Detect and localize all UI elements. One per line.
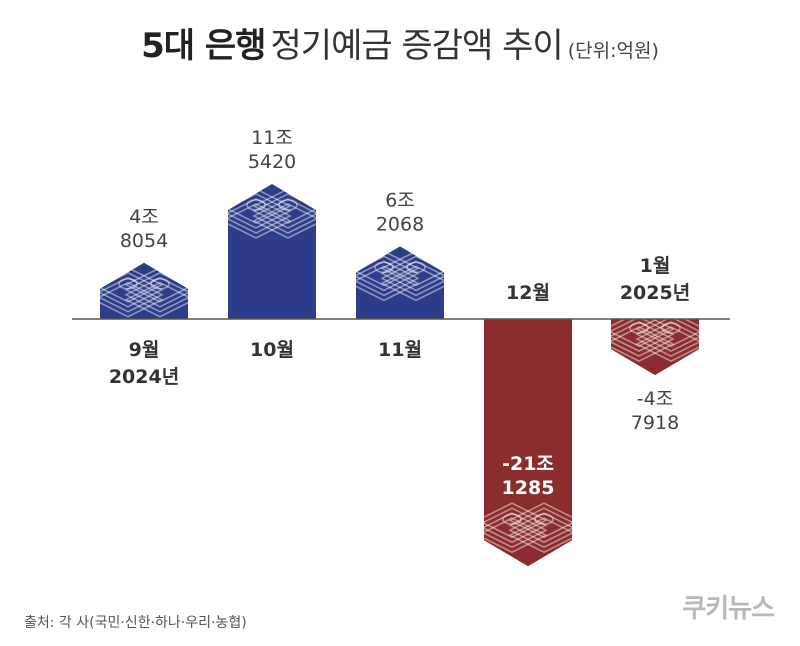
value-label-bottom: 8054 — [120, 230, 168, 252]
value-label-top: -4조 — [637, 388, 673, 410]
title-unit: (단위:억원) — [567, 40, 659, 62]
source-note: 출처: 각 사(국민·신한·하나·우리·농협) — [24, 615, 247, 631]
title-regular: 정기예금 증감액 추이 — [270, 26, 564, 66]
category-label: 10월 — [250, 339, 294, 361]
money-stack-icon — [92, 266, 196, 318]
bar-4 — [484, 319, 572, 567]
title-bold: 5대 은행 — [141, 26, 266, 66]
value-label-top: 4조 — [129, 206, 159, 228]
category-sublabel: 2025년 — [620, 282, 690, 304]
money-stack-icon — [220, 188, 324, 239]
category-sublabel: 2024년 — [109, 366, 179, 388]
money-stack-icon — [603, 311, 707, 362]
value-label-bottom: 7918 — [631, 412, 679, 434]
category-label: 11월 — [378, 339, 422, 361]
category-label: 12월 — [506, 282, 550, 304]
value-label-bottom: 5420 — [248, 151, 296, 173]
value-label-bottom: 1285 — [502, 477, 555, 499]
bar-1 — [100, 262, 188, 319]
category-label: 9월 — [129, 339, 160, 361]
value-label-top: 11조 — [251, 127, 293, 149]
bar-2 — [228, 183, 316, 319]
bar-3 — [356, 246, 444, 319]
money-stack-icon — [348, 250, 452, 302]
value-label-bottom: 2068 — [376, 213, 424, 235]
category-label: 1월 — [640, 255, 671, 277]
publisher-logo: 쿠키뉴스 — [682, 594, 775, 624]
chart-title: 5대 은행 정기예금 증감액 추이 (단위:억원) — [0, 18, 800, 67]
value-label-top: -21조 — [502, 453, 554, 475]
value-label-top: 6조 — [385, 189, 415, 211]
bar-5 — [611, 319, 699, 376]
money-stack-icon — [476, 502, 580, 554]
